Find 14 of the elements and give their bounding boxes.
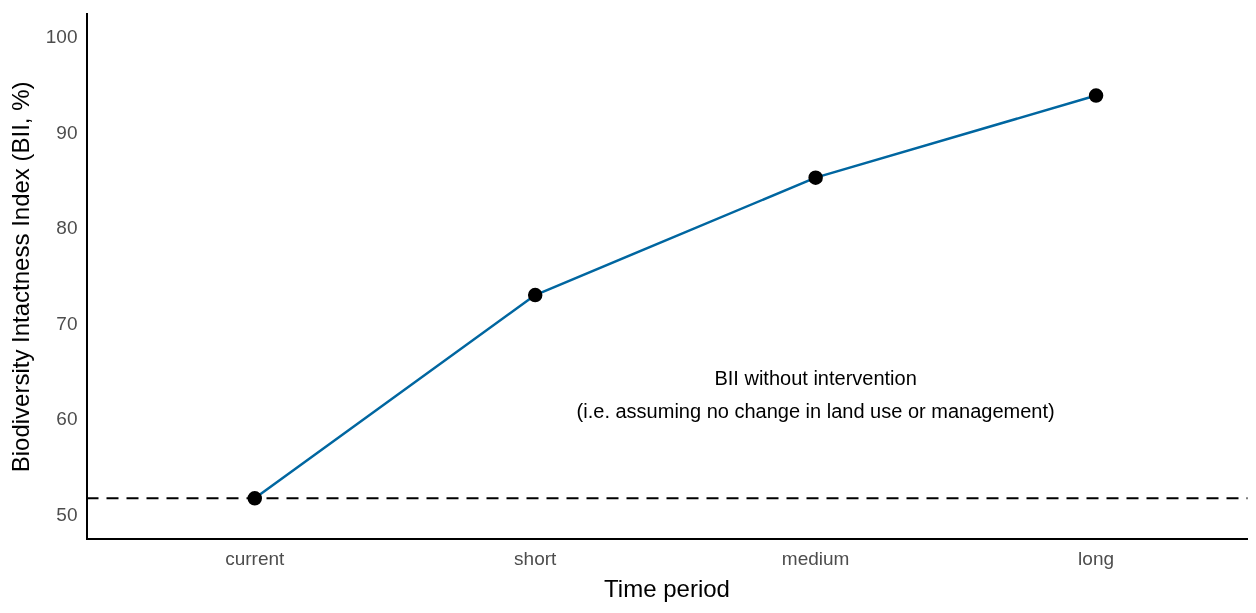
annotation: (i.e. assuming no change in land use or management): [576, 399, 1055, 422]
y-tick-label: 80: [56, 217, 78, 239]
y-axis-title: Biodiversity Intactness Index (BII, %): [7, 81, 35, 473]
y-tick-label: 100: [45, 26, 78, 48]
x-tick-label: medium: [781, 548, 850, 570]
annotation: BII without intervention: [714, 366, 917, 389]
x-tick-label: long: [1078, 548, 1115, 570]
x-axis-title: Time period: [604, 575, 730, 603]
y-tick-label: 90: [56, 121, 78, 143]
y-tick-label: 60: [56, 408, 78, 430]
y-tick-label: 70: [56, 312, 78, 334]
y-tick-label: 50: [56, 503, 78, 525]
x-tick-label: short: [514, 548, 558, 570]
x-tick-label: current: [225, 548, 286, 570]
